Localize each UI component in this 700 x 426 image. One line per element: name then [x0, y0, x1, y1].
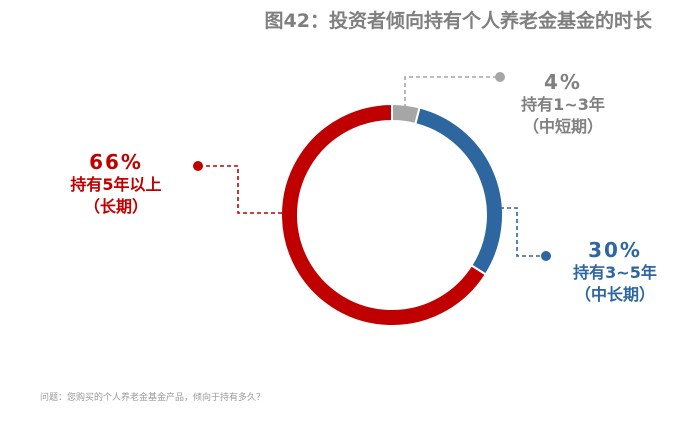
leader-mid-long-dot — [541, 251, 551, 261]
leader-long — [198, 165, 282, 214]
slice-mid-long — [414, 106, 504, 276]
slice-line1-mid-long: 持有3~5年 — [573, 263, 657, 282]
slice-pct-long: 66% — [89, 150, 143, 174]
slice-label-mid-long: 30% 持有3~5年 （中长期） — [560, 238, 670, 306]
slice-pct-mid-long: 30% — [588, 238, 642, 262]
chart-title: 图42：投资者倾向持有个人养老金基金的时长 — [264, 10, 652, 32]
leader-short-mid — [404, 76, 500, 108]
leader-short-mid-dot — [495, 72, 505, 82]
slice-long — [280, 102, 488, 327]
slice-line2-long: （长期） — [83, 197, 148, 216]
slice-line2-mid-long: （中长期） — [574, 285, 655, 304]
footnote: 问题：您购买的个人养老金基金产品，倾向于持有多久？ — [40, 393, 266, 403]
slice-line1-short-mid: 持有1~3年 — [521, 95, 605, 114]
leader-long-dot — [193, 161, 203, 171]
slice-line1-long: 持有5年以上 — [70, 175, 162, 194]
leader-mid-long — [500, 207, 546, 257]
slice-pct-short-mid: 4% — [544, 70, 582, 94]
slice-line2-short-mid: （中短期） — [522, 117, 603, 136]
slice-label-long: 66% 持有5年以上 （长期） — [46, 150, 186, 218]
slice-label-short-mid: 4% 持有1~3年 （中短期） — [518, 70, 608, 138]
